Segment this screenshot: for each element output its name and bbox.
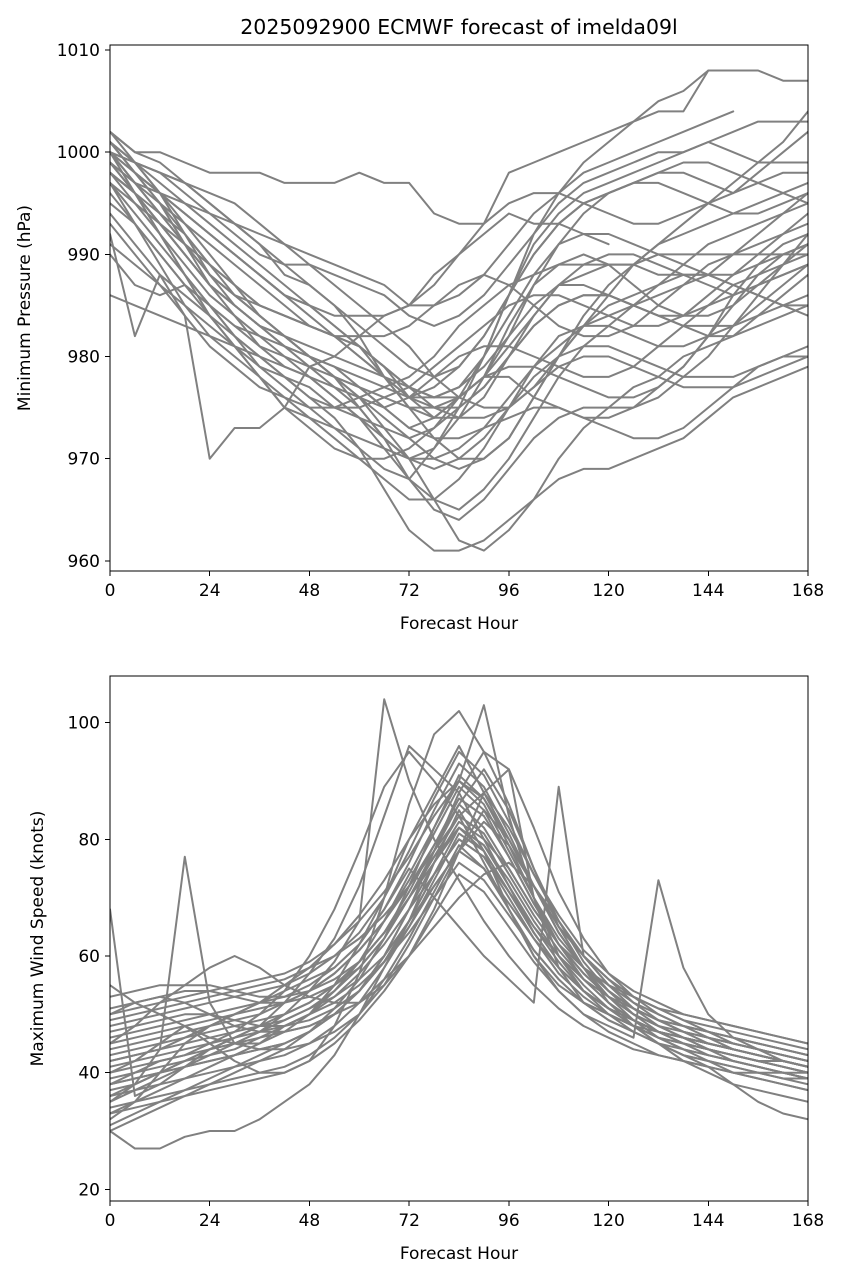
x-tick-label: 72 bbox=[398, 581, 420, 601]
y-tick-label: 100 bbox=[68, 714, 100, 734]
series-line-m3 bbox=[110, 745, 808, 1103]
series-line-m1 bbox=[110, 69, 710, 225]
series-line-m35 bbox=[110, 873, 808, 1115]
y-tick-label: 990 bbox=[68, 245, 100, 265]
series-line-m25 bbox=[110, 130, 808, 470]
series-line-m10 bbox=[110, 861, 808, 1097]
x-tick-label: 48 bbox=[299, 1211, 321, 1231]
series-line-m14 bbox=[110, 768, 808, 1103]
axes-frame bbox=[109, 44, 809, 572]
series-line-m32 bbox=[110, 785, 808, 1068]
x-tick-label: 168 bbox=[792, 1211, 824, 1231]
x-axis-label: Forecast Hour bbox=[400, 1244, 518, 1264]
series-line-m34 bbox=[110, 253, 808, 409]
x-tick-label: 72 bbox=[398, 1211, 420, 1231]
series-line-m27 bbox=[110, 141, 808, 399]
series-line-m22 bbox=[110, 171, 808, 338]
y-tick-label: 40 bbox=[78, 1064, 100, 1084]
series-line-m34 bbox=[110, 780, 808, 1062]
wind-panel: 0 24 48 72 96 120 144 168 20 40 60 80 100 Forecast Ho… bbox=[28, 675, 824, 1264]
y-tick-label: 1000 bbox=[57, 143, 100, 163]
x-tick-label: 96 bbox=[498, 1211, 520, 1231]
y-tick-label: 1010 bbox=[57, 41, 100, 61]
series-line-m24 bbox=[110, 181, 808, 501]
series-line-m26 bbox=[110, 161, 808, 460]
series-line-m32 bbox=[110, 253, 808, 409]
x-tick-label: 144 bbox=[692, 581, 724, 601]
series-line-m35 bbox=[110, 120, 808, 481]
series-line-m31 bbox=[110, 212, 610, 460]
series-group bbox=[110, 69, 808, 552]
y-tick-label: 960 bbox=[68, 552, 100, 572]
series-line-m3 bbox=[110, 110, 735, 307]
series-line-m2 bbox=[110, 809, 808, 1150]
series-line-m9 bbox=[110, 704, 808, 1086]
chart-title: 2025092900 ECMWF forecast of imelda09l bbox=[240, 15, 678, 39]
series-line-m26 bbox=[110, 797, 808, 1062]
series-line-m29 bbox=[110, 171, 808, 470]
series-line-m25 bbox=[110, 838, 808, 1080]
series-line-m8 bbox=[110, 141, 808, 511]
y-axis-label: Minimum Pressure (hPa) bbox=[15, 205, 35, 411]
series-line-m15 bbox=[110, 803, 808, 1062]
x-axis-label: Forecast Hour bbox=[400, 614, 518, 634]
x-tick-label: 96 bbox=[498, 581, 520, 601]
series-line-m33 bbox=[110, 826, 808, 1086]
series-line-m21 bbox=[110, 826, 808, 1092]
x-tick-label: 24 bbox=[199, 581, 221, 601]
series-line-m8 bbox=[110, 820, 808, 1080]
series-line-m13 bbox=[110, 698, 808, 1080]
series-line-m30 bbox=[110, 750, 808, 1051]
y-axis-label: Maximum Wind Speed (knots) bbox=[28, 811, 48, 1067]
x-tick-label: 120 bbox=[592, 581, 624, 601]
series-line-m16 bbox=[110, 141, 808, 440]
y-tick-label: 60 bbox=[78, 947, 100, 967]
y-tick-label: 80 bbox=[78, 830, 100, 850]
series-line-m4 bbox=[110, 710, 808, 1103]
series-line-m31 bbox=[110, 861, 808, 1080]
x-tick-label: 48 bbox=[299, 581, 321, 601]
axes-frame bbox=[109, 675, 809, 1202]
series-line-m14 bbox=[110, 212, 808, 409]
y-tick-label: 970 bbox=[68, 450, 100, 470]
series-line-m23 bbox=[110, 844, 808, 1109]
x-tick-label: 144 bbox=[692, 1211, 724, 1231]
x-tick-label: 120 bbox=[592, 1211, 624, 1231]
series-line-m28 bbox=[110, 815, 808, 1074]
x-tick-label: 168 bbox=[792, 581, 824, 601]
series-group bbox=[110, 698, 808, 1150]
y-tick-label: 980 bbox=[68, 348, 100, 368]
y-tick-label: 20 bbox=[78, 1180, 100, 1200]
x-tick-label: 24 bbox=[199, 1211, 221, 1231]
pressure-panel: 0 24 48 72 96 120 144 168 960 970 980 990 1000 1010 Fo… bbox=[15, 15, 824, 634]
series-line-m33 bbox=[110, 110, 808, 409]
x-tick-label: 0 bbox=[105, 581, 116, 601]
x-tick-label: 0 bbox=[105, 1211, 116, 1231]
